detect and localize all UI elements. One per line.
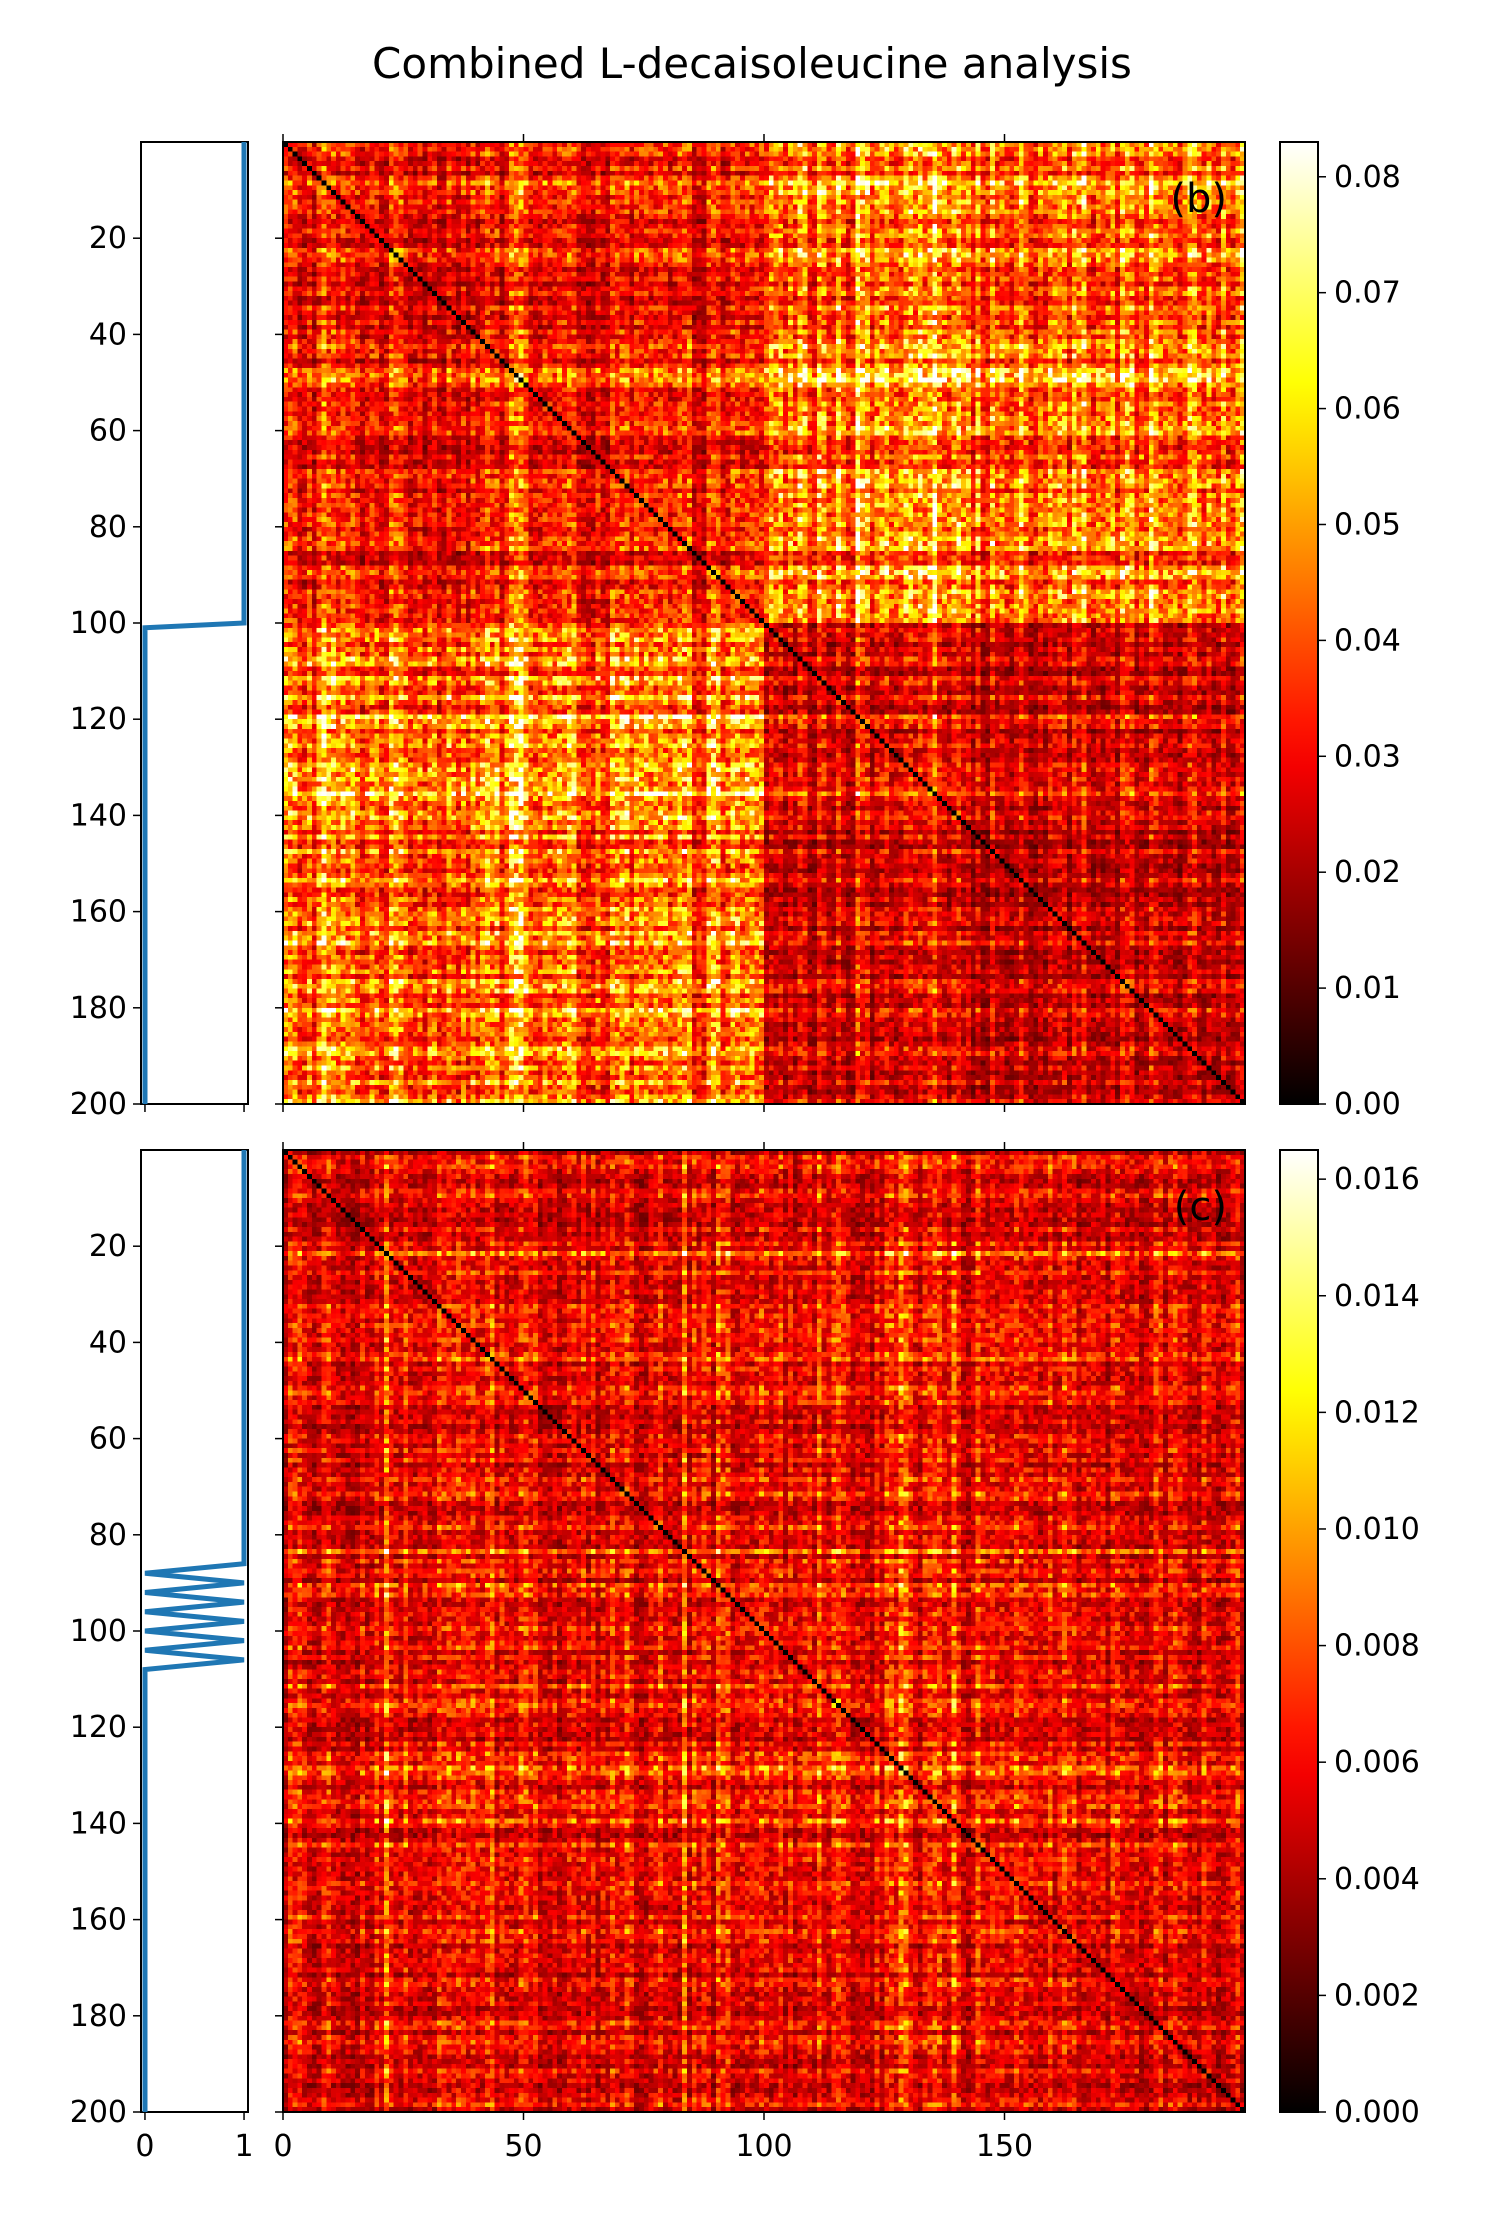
side-ytick-label: 80 bbox=[89, 1518, 127, 1553]
side-ytick-label: 200 bbox=[70, 1087, 127, 1122]
colorbar-tick-label: 0.004 bbox=[1334, 1862, 1420, 1897]
panel-label: (c) bbox=[1174, 1184, 1227, 1230]
side-ytick-label: 20 bbox=[89, 1229, 127, 1264]
colorbar-tick-label: 0.000 bbox=[1334, 2095, 1420, 2130]
colorbar-tick-label: 0.03 bbox=[1334, 739, 1401, 774]
side-xtick-label: 0 bbox=[135, 2129, 154, 2164]
colorbar-tick-label: 0.05 bbox=[1334, 507, 1401, 542]
heatmap-xtick-label: 0 bbox=[273, 2129, 292, 2164]
colorbar-tick-label: 0.016 bbox=[1334, 1162, 1420, 1197]
colorbar-tick-label: 0.02 bbox=[1334, 855, 1401, 890]
side-ytick-label: 80 bbox=[89, 510, 127, 545]
colorbar-tick-label: 0.04 bbox=[1334, 623, 1401, 658]
colorbar-tick-label: 0.012 bbox=[1334, 1395, 1420, 1430]
colorbar-tick-label: 0.010 bbox=[1334, 1512, 1420, 1547]
heatmap-image bbox=[283, 142, 1245, 1104]
colorbar bbox=[1279, 1149, 1319, 2113]
side-profile-line bbox=[142, 1150, 247, 2112]
heatmap-xtick-label: 150 bbox=[976, 2129, 1033, 2164]
side-ytick-label: 60 bbox=[89, 414, 127, 449]
side-ytick-label: 120 bbox=[70, 702, 127, 737]
colorbar-tick-label: 0.014 bbox=[1334, 1279, 1420, 1314]
colorbar-tick-label: 0.01 bbox=[1334, 971, 1401, 1006]
side-ytick-label: 160 bbox=[70, 1903, 127, 1938]
colorbar-tick-label: 0.008 bbox=[1334, 1629, 1420, 1664]
side-ytick-label: 120 bbox=[70, 1710, 127, 1745]
colorbar bbox=[1279, 141, 1319, 1105]
side-ytick-label: 140 bbox=[70, 1806, 127, 1841]
side-ytick-label: 160 bbox=[70, 895, 127, 930]
heatmap-xtick-label: 50 bbox=[504, 2129, 542, 2164]
side-ytick-label: 180 bbox=[70, 1999, 127, 2034]
heatmap-xtick-label: 100 bbox=[735, 2129, 792, 2164]
side-ytick-label: 40 bbox=[89, 1325, 127, 1360]
colorbar-tick-label: 0.08 bbox=[1334, 160, 1401, 195]
colorbar-tick-label: 0.07 bbox=[1334, 276, 1401, 311]
side-ytick-label: 60 bbox=[89, 1422, 127, 1457]
side-ytick-label: 100 bbox=[70, 1614, 127, 1649]
colorbar-tick-label: 0.002 bbox=[1334, 1978, 1420, 2013]
side-xtick-label: 1 bbox=[234, 2129, 253, 2164]
panel-0: (b) 20 40 60 80 100 120 140 160 180 200 0.00 0.01 0.0… bbox=[70, 134, 1401, 1122]
chart-title: Combined L-decaisoleucine analysis bbox=[372, 39, 1132, 88]
side-ytick-label: 140 bbox=[70, 798, 127, 833]
colorbar-tick-label: 0.00 bbox=[1334, 1087, 1401, 1122]
side-ytick-label: 100 bbox=[70, 606, 127, 641]
heatmap-image bbox=[283, 1150, 1245, 2112]
side-ytick-label: 180 bbox=[70, 991, 127, 1026]
side-ytick-label: 20 bbox=[89, 221, 127, 256]
colorbar-tick-label: 0.006 bbox=[1334, 1745, 1420, 1780]
side-ytick-label: 200 bbox=[70, 2095, 127, 2130]
panel-label: (b) bbox=[1170, 176, 1227, 222]
colorbar-tick-label: 0.06 bbox=[1334, 392, 1401, 427]
side-profile-line bbox=[142, 142, 247, 1104]
side-ytick-label: 40 bbox=[89, 317, 127, 352]
